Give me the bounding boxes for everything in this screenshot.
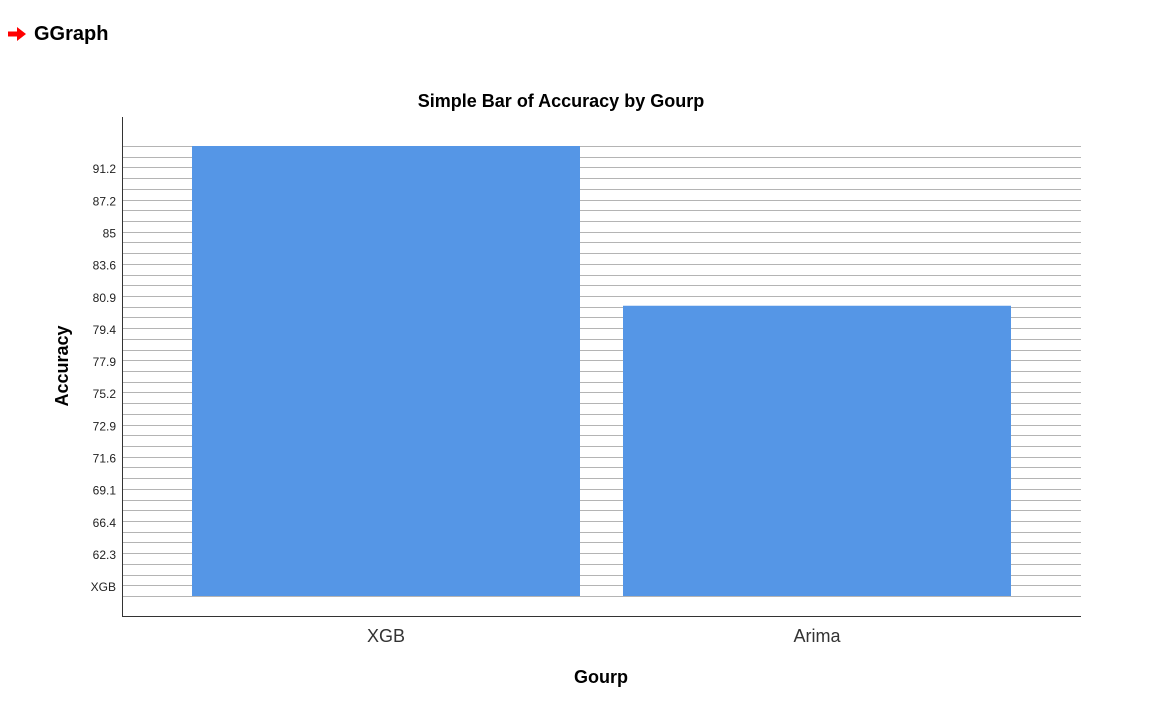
y-axis-label: Accuracy	[52, 325, 72, 406]
y-tick-label: 71.6	[93, 452, 117, 466]
output-title: GGraph	[34, 22, 109, 45]
x-axis-ticks: XGB Arima	[367, 626, 841, 646]
arrow-right-icon	[8, 27, 26, 41]
y-tick-label: XGB	[91, 580, 116, 594]
y-tick-label: 77.9	[93, 355, 117, 369]
y-tick-label: 66.4	[93, 516, 117, 530]
y-tick-label: 87.2	[93, 194, 117, 208]
y-tick-label: 79.4	[93, 323, 117, 337]
y-tick-label: 85	[103, 226, 117, 240]
bars	[192, 146, 1011, 596]
x-tick-label: Arima	[793, 626, 841, 646]
bar-xgb	[192, 146, 580, 596]
y-tick-label: 91.2	[93, 162, 117, 176]
x-tick-label: XGB	[367, 626, 405, 646]
y-tick-label: 69.1	[93, 484, 117, 498]
output-header: GGraph	[8, 20, 108, 48]
x-axis-label: Gourp	[574, 667, 628, 687]
bar-arima	[623, 305, 1011, 596]
y-tick-label: 80.9	[93, 291, 117, 305]
y-tick-label: 75.2	[93, 387, 117, 401]
y-tick-label: 83.6	[93, 259, 117, 273]
y-tick-label: 72.9	[93, 419, 117, 433]
chart-title: Simple Bar of Accuracy by Gourp	[418, 91, 704, 111]
y-tick-label: 62.3	[93, 548, 117, 562]
y-axis-ticks: XGB 62.3 66.4 69.1 71.6 72.9 75.2 77.9 79.4 80.9 8…	[91, 162, 117, 594]
